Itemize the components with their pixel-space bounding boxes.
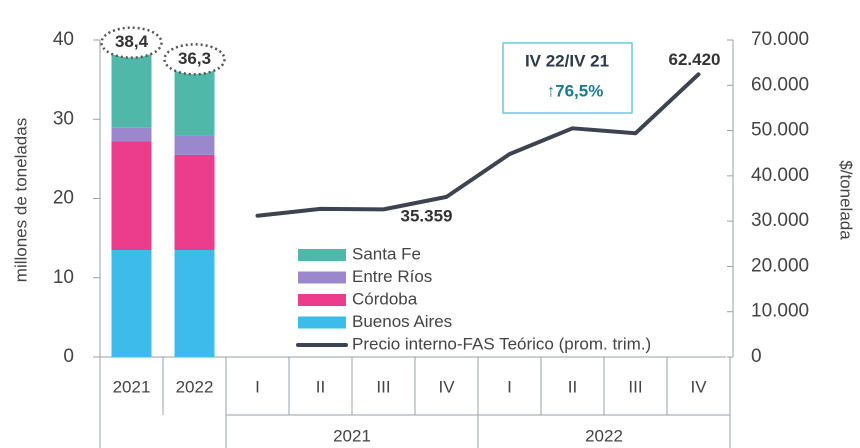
total-label: 38,4 (115, 32, 149, 51)
y2-tick-label: 30.000 (751, 210, 809, 231)
y2-tick-label: 50.000 (751, 120, 809, 141)
bar-segment (111, 52, 152, 128)
quarter-label: III (376, 377, 390, 396)
y2-axis-label: $/tonelada (837, 160, 856, 240)
legend-label: Entre Ríos (352, 267, 432, 286)
y2-tick-label: 70.000 (751, 29, 809, 50)
group-label: 2022 (585, 426, 623, 445)
y2-tick-label: 40.000 (751, 165, 809, 186)
total-ring (163, 43, 226, 76)
quarter-label: I (507, 377, 512, 396)
legend-swatch (298, 316, 346, 329)
legend-label: Santa Fe (352, 244, 421, 263)
y-axis-label: millones de toneladas (11, 118, 30, 282)
legend-label: Precio interno-FAS Teórico (prom. trim.) (352, 334, 651, 353)
annotation-value: ↑76,5% (547, 81, 604, 100)
y-tick-label: 10 (53, 267, 74, 288)
total-ring (100, 26, 163, 59)
y2-tick-label: 0 (751, 346, 762, 367)
line-value-label: 62.420 (669, 50, 721, 69)
legend-label: Córdoba (352, 289, 418, 308)
y-tick-label: 30 (53, 108, 74, 129)
quarter-label: II (568, 377, 577, 396)
y2-tick-label: 60.000 (751, 74, 809, 95)
y2-tick-label: 20.000 (751, 255, 809, 276)
bar-segment (174, 69, 215, 136)
x-tick-label: 2021 (113, 377, 151, 396)
y-tick-label: 20 (53, 188, 74, 209)
legend-swatch (298, 271, 346, 284)
legend-label: Buenos Aires (352, 312, 452, 331)
bar-segment (174, 154, 215, 251)
bar-segment (111, 127, 152, 142)
line-value-label: 35.359 (401, 206, 453, 225)
total-label: 36,3 (178, 49, 211, 68)
price-line (255, 72, 701, 218)
quarter-label: I (255, 377, 260, 396)
legend-swatch (298, 294, 346, 306)
quarter-label: IV (438, 377, 455, 396)
group-label: 2021 (333, 426, 371, 445)
bar-segment (111, 141, 152, 251)
bar-segment (111, 250, 152, 357)
quarter-label: II (316, 377, 325, 396)
annotation-box (502, 42, 633, 114)
y-tick-label: 40 (53, 29, 74, 50)
legend-swatch (298, 249, 346, 261)
y-tick-label: 0 (63, 346, 74, 367)
quarter-label: III (628, 377, 642, 396)
annotation-title: IV 22/IV 21 (525, 51, 609, 70)
quarter-label: IV (690, 377, 707, 396)
x-tick-label: 2022 (176, 377, 214, 396)
bar-segment (174, 250, 215, 357)
bar-segment (174, 135, 215, 155)
y2-tick-label: 10.000 (751, 301, 809, 322)
